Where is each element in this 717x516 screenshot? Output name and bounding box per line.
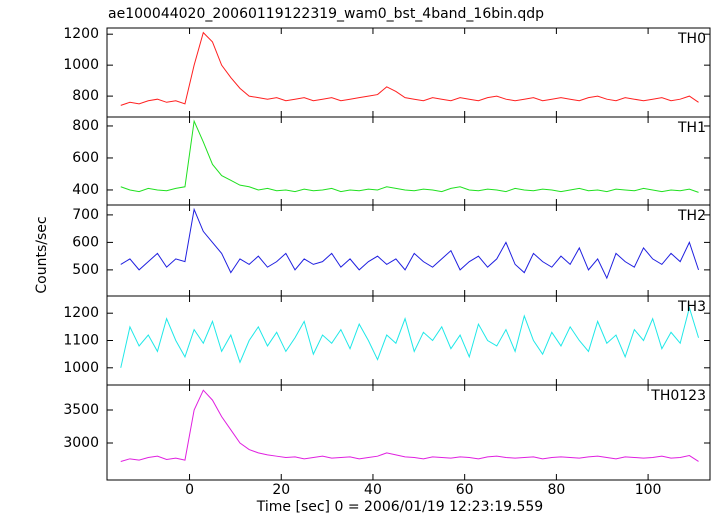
y-tick-label: 600 xyxy=(72,150,99,166)
light-curve xyxy=(120,119,699,193)
light-curve xyxy=(120,31,699,106)
y-tick-label: 1000 xyxy=(63,57,99,73)
x-axis-label: Time [sec] 0 = 2006/01/19 12:23:19.559 xyxy=(256,499,543,515)
panel-label: TH0 xyxy=(677,31,706,47)
y-tick-label: 500 xyxy=(72,262,99,278)
y-tick-label: 1200 xyxy=(63,305,99,321)
panel-frame xyxy=(106,384,711,481)
x-tick-label: 40 xyxy=(364,482,382,498)
panel-frame xyxy=(106,116,711,206)
y-tick-label: 3500 xyxy=(63,402,99,418)
light-curve xyxy=(120,305,700,368)
x-tick-label: 0 xyxy=(185,482,194,498)
panel-label: TH1 xyxy=(677,120,706,136)
light-curve xyxy=(120,207,700,280)
y-tick-label: 1000 xyxy=(63,360,99,376)
y-axis-label: Counts/sec xyxy=(34,216,50,293)
y-tick-label: 800 xyxy=(72,88,99,104)
y-tick-label: 700 xyxy=(72,207,99,223)
y-tick-label: 800 xyxy=(72,118,99,134)
panel-frame xyxy=(106,27,711,118)
y-tick-label: 1200 xyxy=(63,26,99,42)
panel-label: TH0123 xyxy=(650,388,706,404)
x-tick-label: 60 xyxy=(456,482,474,498)
panel-label: TH3 xyxy=(677,299,706,315)
panel-label: TH2 xyxy=(677,208,706,224)
x-tick-label: 100 xyxy=(635,482,662,498)
panel-frame xyxy=(106,295,711,386)
chart-title: ae100044020_20060119122319_wam0_bst_4ban… xyxy=(108,6,544,22)
x-tick-label: 80 xyxy=(547,482,565,498)
y-tick-label: 600 xyxy=(72,234,99,250)
x-tick-label: 20 xyxy=(272,482,290,498)
y-tick-label: 400 xyxy=(72,182,99,198)
light-curve xyxy=(120,389,699,462)
y-tick-label: 1100 xyxy=(63,333,99,349)
y-tick-label: 3000 xyxy=(63,435,99,451)
